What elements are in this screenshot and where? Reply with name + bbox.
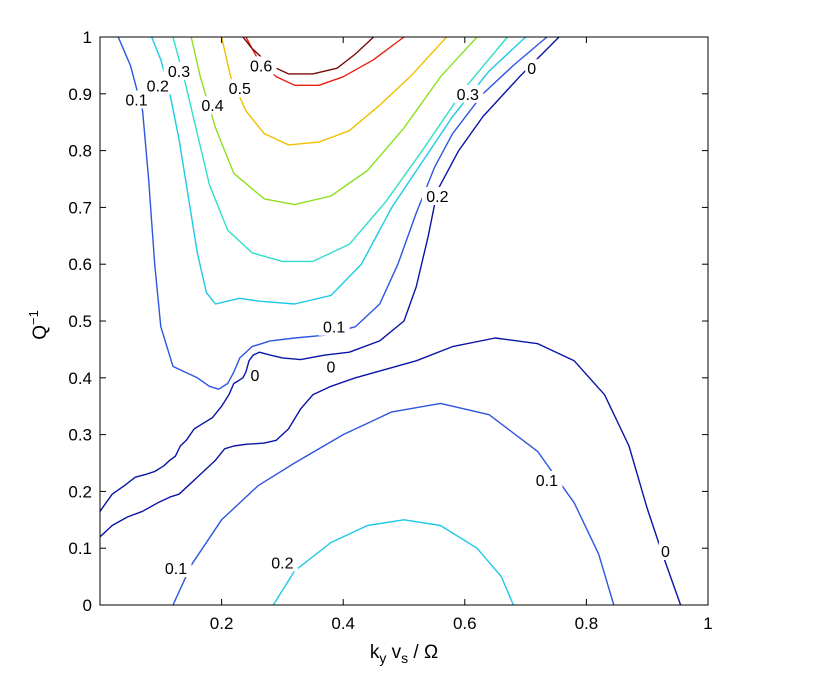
- contour-label-12: 0.1: [536, 473, 558, 490]
- contour-label-13: 0: [661, 544, 670, 561]
- contour-label-11: 0.6: [250, 58, 272, 75]
- contour-label-bg-14: [160, 559, 192, 578]
- contour-line-0-4-7: [190, 36, 478, 206]
- contour-label-bg-5: [248, 366, 262, 384]
- contour-label-5: 0: [251, 368, 260, 385]
- x-axis-label-sub-y: y: [379, 650, 386, 666]
- contour-label-3: 0.1: [323, 320, 345, 337]
- y-axis-label-sup: −1: [26, 310, 41, 325]
- contour-line-0-0: [99, 36, 560, 512]
- contour-label-bg-1: [452, 84, 484, 103]
- contour-line-0-2-5: [272, 519, 515, 606]
- y-axis-label: Q−1: [26, 310, 51, 340]
- contour-line-0-3-6: [172, 36, 508, 263]
- contour-label-bg-12: [531, 471, 563, 489]
- contour-label-0: 0: [527, 61, 536, 78]
- y-tick-label-6: 0.6: [68, 255, 92, 274]
- x-tick-label-4: 1: [703, 614, 712, 633]
- contour-label-7: 0.2: [147, 78, 169, 95]
- x-axis-label-sub-s: s: [401, 650, 408, 666]
- contour-label-bg-4: [324, 357, 338, 376]
- contour-label-1: 0.3: [457, 87, 479, 104]
- x-axis-label-v: v: [386, 642, 401, 663]
- y-tick-label-4: 0.4: [68, 369, 92, 388]
- y-tick-label-5: 0.5: [68, 312, 92, 331]
- x-axis-label: ky vs / Ω: [370, 642, 438, 666]
- y-tick-label-10: 1: [83, 28, 92, 47]
- contour-line-0-1-3: [172, 402, 615, 606]
- y-tick-label-2: 0.2: [68, 482, 92, 501]
- y-tick-label-0: 0: [83, 596, 92, 615]
- contour-label-8: 0.3: [168, 64, 190, 81]
- contour-label-bg-2: [421, 187, 453, 205]
- contour-label-bg-8: [163, 62, 195, 81]
- contour-label-4: 0: [327, 359, 336, 376]
- x-axis-label-omega: / Ω: [408, 642, 438, 663]
- x-tick-label-2: 0.6: [453, 614, 477, 633]
- contour-label-bg-3: [318, 317, 350, 336]
- contour-label-14: 0.1: [165, 561, 187, 578]
- x-axis-label-k: k: [370, 642, 380, 663]
- y-tick-label-7: 0.7: [68, 198, 92, 217]
- x-tick-label-1: 0.4: [331, 614, 355, 633]
- contour-label-bg-10: [224, 79, 256, 98]
- contour-label-bg-11: [245, 56, 277, 75]
- contour-line-0-7-10: [242, 36, 375, 75]
- contour-label-bg-7: [142, 76, 174, 95]
- contour-label-bg-0: [525, 59, 539, 78]
- contour-line-0-1: [99, 337, 682, 606]
- axis-ticks: 0.2 0.4 0.6 0.8 100.10.20.30.40.50.60.70.80.…: [68, 28, 712, 633]
- contour-label-15: 0.2: [271, 555, 293, 572]
- y-tick-label-3: 0.3: [68, 426, 92, 445]
- x-tick-label-3: 0.8: [575, 614, 599, 633]
- contour-label-bg-15: [266, 553, 298, 572]
- y-tick-label-1: 0.1: [68, 539, 92, 558]
- contour-label-10: 0.5: [229, 81, 251, 98]
- contour-line-0-1-2: [117, 36, 548, 390]
- y-axis-label-q: Q: [30, 325, 51, 340]
- y-tick-label-9: 0.9: [68, 85, 92, 104]
- contour-label-9: 0.4: [201, 98, 223, 115]
- contour-label-2: 0.2: [426, 189, 448, 206]
- contour-lines: [99, 36, 682, 606]
- contour-line-0-2-4: [151, 36, 527, 305]
- y-tick-label-8: 0.8: [68, 142, 92, 161]
- contour-label-bg-6: [121, 90, 152, 109]
- x-tick-label-0: 0.2: [210, 614, 234, 633]
- contour-label-bg-9: [197, 96, 228, 115]
- contour-label-6: 0.1: [125, 93, 147, 110]
- contour-label-bg-13: [658, 542, 672, 560]
